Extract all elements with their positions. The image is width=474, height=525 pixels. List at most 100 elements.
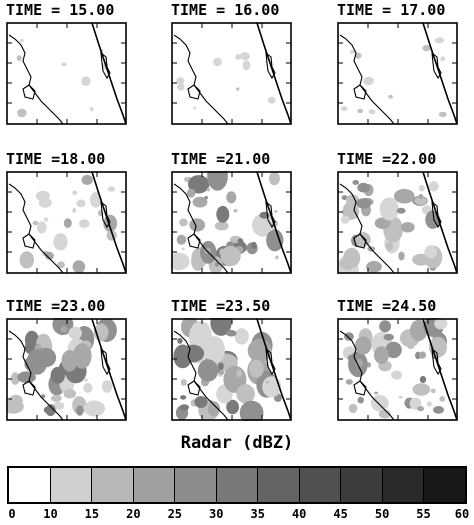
radar-echo	[433, 406, 444, 414]
radar-echo	[20, 38, 24, 43]
radar-echo	[418, 351, 427, 359]
radar-echo	[370, 394, 389, 412]
west-coastline	[8, 34, 64, 125]
radar-echo	[349, 50, 355, 54]
inland-outline	[100, 347, 111, 376]
colorbar-tick-label: 40	[291, 507, 307, 521]
radar-echo	[374, 346, 389, 364]
colorbar	[7, 466, 467, 504]
radar-echo	[19, 251, 35, 269]
radar-echo	[430, 388, 436, 394]
radar-echo	[35, 347, 57, 368]
radar-echo	[32, 220, 39, 226]
radar-echo	[60, 326, 68, 333]
east-coastline	[256, 171, 292, 274]
colorbar-swatch	[299, 468, 342, 502]
radar-echo	[179, 218, 188, 227]
radar-echo	[90, 191, 102, 208]
panel-title: TIME =24.50	[337, 297, 437, 315]
radar-echo	[235, 54, 242, 60]
radar-map	[171, 318, 292, 421]
inland-outline	[265, 347, 276, 376]
colorbar-swatch	[9, 468, 51, 502]
radar-map	[6, 318, 127, 421]
radar-panel: TIME = 16.00	[171, 0, 311, 125]
inland-outline	[22, 84, 36, 100]
radar-echo	[424, 245, 438, 259]
radar-echo	[188, 175, 210, 194]
radar-echo	[186, 188, 196, 198]
colorbar-swatch	[341, 468, 383, 502]
colorbar-swatch	[92, 468, 134, 502]
radar-echo	[385, 242, 393, 251]
radar-echo	[440, 56, 446, 62]
radar-map	[337, 171, 458, 274]
radar-echo	[84, 378, 88, 382]
east-coastline	[422, 171, 458, 274]
radar-echo	[204, 196, 208, 200]
east-coastline	[422, 22, 458, 125]
radar-echo	[412, 383, 431, 396]
panel-title: TIME =18.00	[6, 150, 106, 168]
east-coastline	[91, 22, 127, 125]
radar-echo	[193, 106, 197, 110]
radar-echo	[348, 403, 358, 414]
radar-echo	[81, 76, 91, 86]
inland-outline	[22, 233, 36, 249]
radar-echo	[83, 382, 93, 393]
radar-echo	[366, 261, 382, 273]
inland-outline	[431, 51, 442, 80]
radar-echo	[83, 400, 106, 417]
radar-echo	[236, 369, 242, 378]
radar-echo	[400, 222, 415, 233]
radar-echo	[266, 229, 284, 252]
radar-echo	[418, 184, 425, 192]
radar-echo	[396, 207, 406, 214]
panel-title: TIME =21.00	[171, 150, 271, 168]
radar-echo	[242, 60, 251, 71]
radar-echo	[412, 253, 431, 266]
radar-echo	[210, 318, 232, 336]
radar-echo	[355, 358, 364, 368]
inland-outline	[431, 347, 442, 376]
radar-panel: TIME = 15.00	[6, 0, 146, 125]
inland-outline	[22, 380, 36, 396]
radar-echo	[239, 400, 264, 421]
radar-echo	[422, 44, 431, 52]
radar-echo	[352, 180, 359, 185]
radar-echo	[398, 251, 405, 261]
radar-echo	[385, 341, 402, 359]
colorbar-swatch	[258, 468, 300, 502]
radar-echo	[53, 233, 68, 251]
radar-echo	[68, 326, 82, 340]
radar-echo	[262, 376, 282, 398]
radar-echo	[182, 344, 205, 363]
colorbar-swatch	[382, 468, 425, 502]
radar-echo	[374, 391, 379, 395]
panel-title: TIME = 15.00	[6, 1, 115, 19]
radar-echo	[177, 337, 183, 344]
radar-echo	[43, 217, 49, 222]
radar-echo	[236, 384, 255, 404]
inland-outline	[265, 51, 276, 80]
radar-echo	[339, 257, 355, 270]
radar-echo	[226, 191, 237, 204]
radar-echo	[354, 336, 372, 355]
radar-echo	[81, 174, 93, 185]
inland-outline	[431, 200, 442, 229]
radar-echo	[180, 395, 187, 400]
radar-echo	[50, 366, 65, 384]
radar-echo	[72, 260, 86, 274]
radar-echo	[43, 407, 49, 413]
radar-map	[6, 22, 127, 125]
east-coastline	[91, 318, 127, 421]
radar-echo	[218, 370, 225, 375]
inland-outline	[265, 200, 276, 229]
inland-outline	[353, 233, 367, 249]
radar-echo	[194, 396, 208, 408]
radar-echo	[171, 252, 190, 271]
radar-echo	[79, 219, 90, 228]
colorbar-tick-label: 30	[209, 507, 224, 521]
radar-panel: TIME =23.00	[6, 296, 146, 421]
radar-echo	[438, 111, 447, 118]
